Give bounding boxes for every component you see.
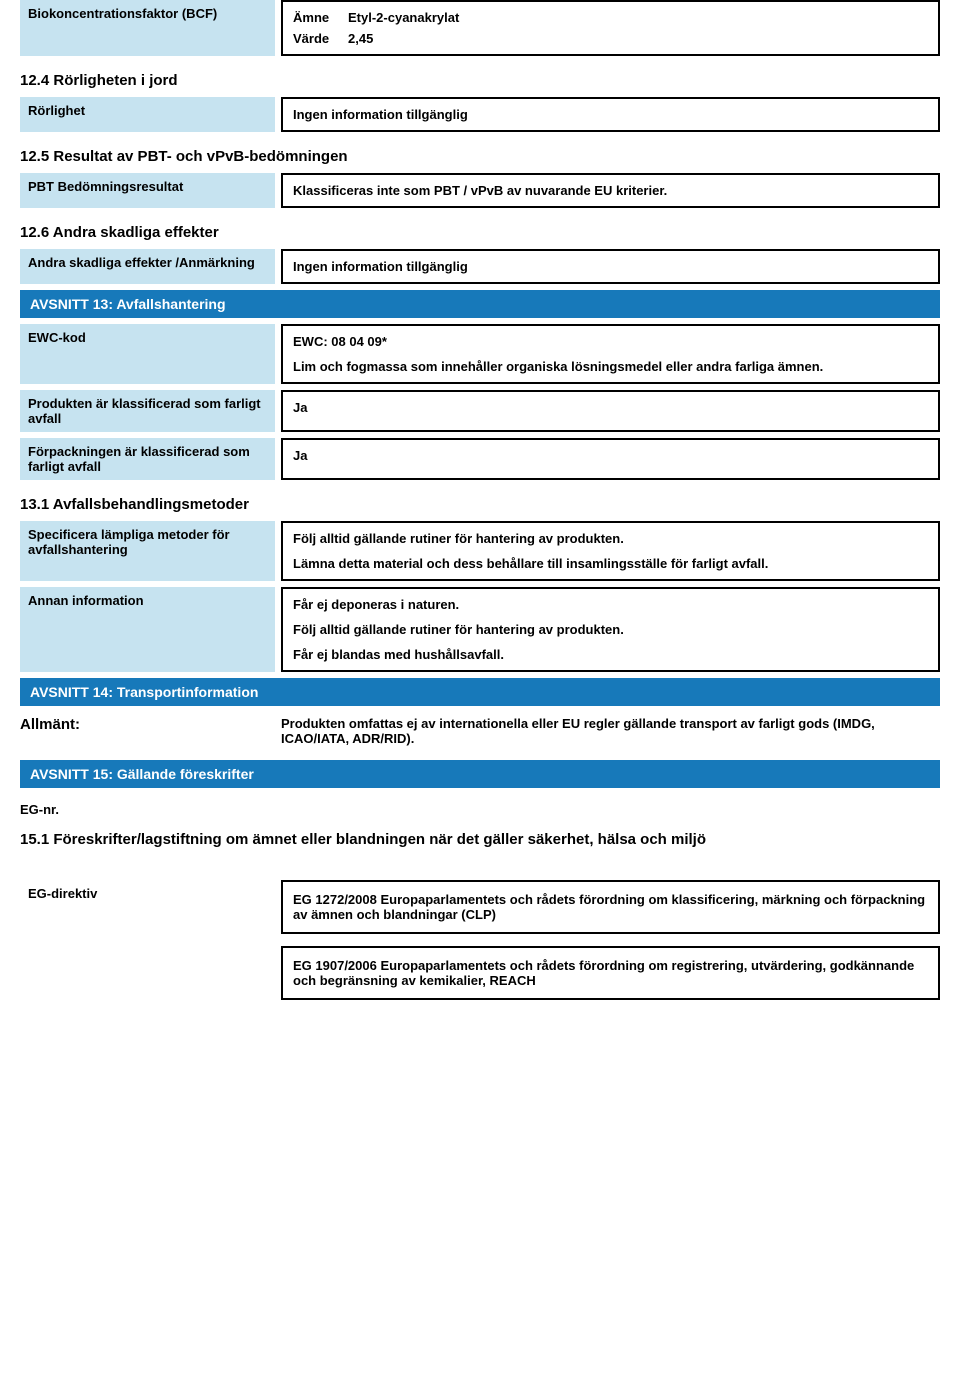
bcf-varde-key: Värde — [293, 31, 348, 46]
label-spec: Specificera lämpliga metoder för avfalls… — [20, 521, 275, 581]
row-rorlighet: Rörlighet Ingen information tillgänglig — [20, 97, 940, 132]
row-eg-direktiv-1: EG-direktiv EG 1272/2008 Europaparlament… — [20, 880, 940, 934]
row-pbt: PBT Bedömningsresultat Klassificeras int… — [20, 173, 940, 208]
value-prod-klass: Ja — [281, 390, 940, 432]
andra-text: Ingen information tillgänglig — [293, 259, 468, 274]
value-andra: Ingen information tillgänglig — [281, 249, 940, 284]
prod-klass-text: Ja — [293, 400, 307, 415]
forp-klass-text: Ja — [293, 448, 307, 463]
bcf-amne-val: Etyl-2-cyanakrylat — [348, 10, 928, 25]
label-ewc: EWC-kod — [20, 324, 275, 384]
row-andra: Andra skadliga effekter /Anmärkning Inge… — [20, 249, 940, 284]
label-eg-direktiv: EG-direktiv — [20, 880, 275, 934]
row-eg-direktiv-2: EG 1907/2006 Europaparlamentets och råde… — [20, 946, 940, 1000]
label-prod-klass: Produkten är klassificerad som farligt a… — [20, 390, 275, 432]
annan-line1: Får ej deponeras i naturen. — [293, 597, 928, 612]
row-annan: Annan information Får ej deponeras i nat… — [20, 587, 940, 672]
spec-line1: Följ alltid gällande rutiner för hanteri… — [293, 531, 928, 546]
value-rorlighet: Ingen information tillgänglig — [281, 97, 940, 132]
label-forp-klass: Förpackningen är klassificerad som farli… — [20, 438, 275, 480]
eg-nr: EG-nr. — [20, 794, 940, 821]
heading-12-6: 12.6 Andra skadliga effekter — [20, 214, 940, 249]
value-allmant: Produkten omfattas ej av internationella… — [275, 712, 940, 750]
heading-13-1: 13.1 Avfallsbehandlingsmetoder — [20, 486, 940, 521]
value-forp-klass: Ja — [281, 438, 940, 480]
spacer — [20, 856, 940, 880]
heading-12-4: 12.4 Rörligheten i jord — [20, 62, 940, 97]
label-bcf: Biokoncentrationsfaktor (BCF) — [20, 0, 275, 56]
label-andra: Andra skadliga effekter /Anmärkning — [20, 249, 275, 284]
label-eg-direktiv-empty — [20, 946, 275, 1000]
row-bcf: Biokoncentrationsfaktor (BCF) Ämne Etyl-… — [20, 0, 940, 56]
annan-line2: Följ alltid gällande rutiner för hanteri… — [293, 622, 928, 637]
ewc-code: EWC: 08 04 09* — [293, 334, 928, 349]
bcf-amne-line: Ämne Etyl-2-cyanakrylat — [293, 10, 928, 25]
row-spec: Specificera lämpliga metoder för avfalls… — [20, 521, 940, 581]
label-pbt: PBT Bedömningsresultat — [20, 173, 275, 208]
label-allmant: Allmänt: — [20, 712, 275, 750]
row-ewc: EWC-kod EWC: 08 04 09* Lim och fogmassa … — [20, 324, 940, 384]
value-ewc: EWC: 08 04 09* Lim och fogmassa som inne… — [281, 324, 940, 384]
eg-direktiv-box1: EG 1272/2008 Europaparlamentets och råde… — [281, 880, 940, 934]
row-allmant: Allmänt: Produkten omfattas ej av intern… — [20, 712, 940, 750]
rorlighet-text: Ingen information tillgänglig — [293, 107, 468, 122]
section-15-header: AVSNITT 15: Gällande föreskrifter — [20, 760, 940, 788]
page: Biokoncentrationsfaktor (BCF) Ämne Etyl-… — [0, 0, 960, 1032]
value-bcf: Ämne Etyl-2-cyanakrylat Värde 2,45 — [281, 0, 940, 56]
spec-line2: Lämna detta material och dess behållare … — [293, 556, 928, 571]
label-rorlighet: Rörlighet — [20, 97, 275, 132]
section-14-header: AVSNITT 14: Transportinformation — [20, 678, 940, 706]
row-forp-klass: Förpackningen är klassificerad som farli… — [20, 438, 940, 480]
bcf-varde-val: 2,45 — [348, 31, 928, 46]
value-spec: Följ alltid gällande rutiner för hanteri… — [281, 521, 940, 581]
heading-12-5: 12.5 Resultat av PBT- och vPvB-bedömning… — [20, 138, 940, 173]
section-13-header: AVSNITT 13: Avfallshantering — [20, 290, 940, 318]
bcf-varde-line: Värde 2,45 — [293, 31, 928, 46]
heading-15-1: 15.1 Föreskrifter/lagstiftning om ämnet … — [20, 821, 940, 856]
annan-line3: Får ej blandas med hushållsavfall. — [293, 647, 928, 662]
pbt-text: Klassificeras inte som PBT / vPvB av nuv… — [293, 183, 667, 198]
row-prod-klass: Produkten är klassificerad som farligt a… — [20, 390, 940, 432]
value-pbt: Klassificeras inte som PBT / vPvB av nuv… — [281, 173, 940, 208]
bcf-amne-key: Ämne — [293, 10, 348, 25]
ewc-text: Lim och fogmassa som innehåller organisk… — [293, 359, 928, 374]
eg-direktiv-box2: EG 1907/2006 Europaparlamentets och råde… — [281, 946, 940, 1000]
label-annan: Annan information — [20, 587, 275, 672]
value-annan: Får ej deponeras i naturen. Följ alltid … — [281, 587, 940, 672]
